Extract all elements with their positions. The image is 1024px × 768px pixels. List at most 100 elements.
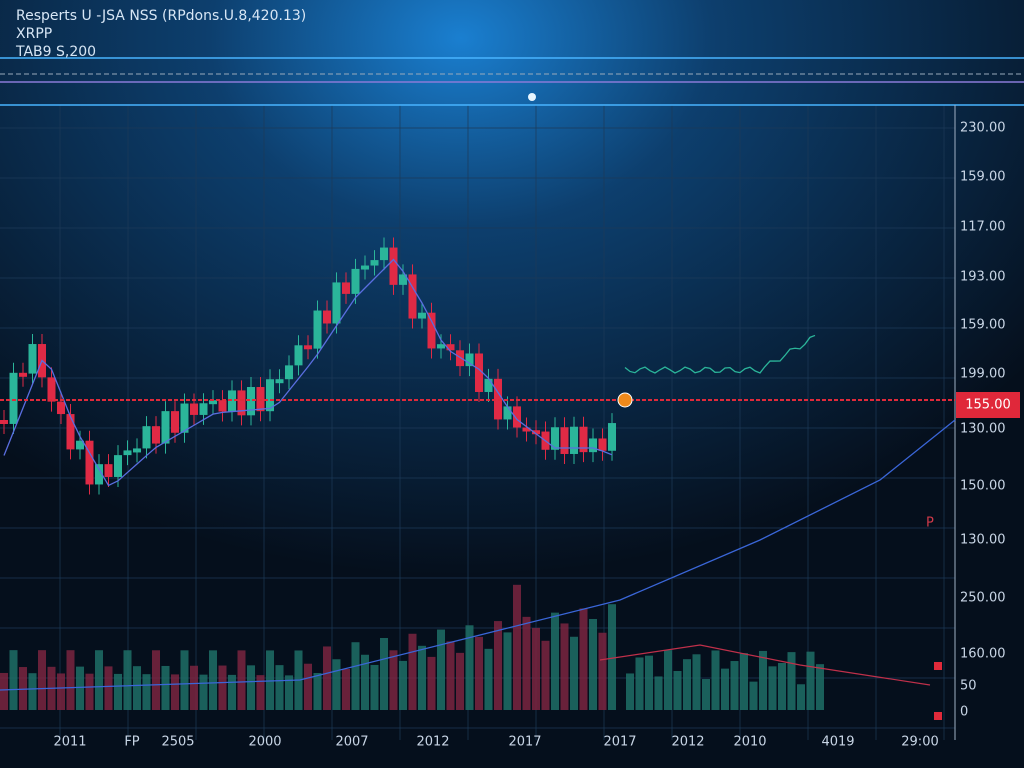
candle: [389, 247, 398, 285]
candle: [598, 438, 607, 451]
header-sub: TAB9 S,200: [15, 44, 96, 60]
x-axis-label: FP: [124, 735, 139, 750]
candle: [313, 310, 322, 349]
volume-bar: [589, 618, 597, 710]
volume-bar: [218, 665, 227, 710]
volume-bar: [285, 675, 293, 710]
candle: [475, 353, 483, 392]
volume-bar: [598, 632, 607, 710]
volume-bar: [95, 650, 103, 710]
candle: [342, 282, 350, 294]
volume-bar: [418, 645, 426, 710]
volume-bar: [673, 671, 682, 710]
volume-bar: [133, 666, 141, 710]
volume-bar: [275, 665, 284, 710]
volume-bar: [114, 673, 122, 710]
volume-bar: [740, 653, 748, 710]
y-axis-label: 250.00: [960, 591, 1006, 606]
volume-bar: [152, 650, 160, 710]
volume-bar: [247, 665, 255, 710]
volume-bar: [0, 672, 8, 710]
candle: [437, 344, 445, 349]
candle: [57, 401, 65, 415]
candle: [408, 274, 417, 319]
y-axis-label: 159.00: [960, 170, 1006, 185]
volume-bar: [389, 650, 398, 710]
y-axis-label: 150.00: [960, 479, 1006, 494]
candle: [152, 426, 160, 444]
volume-bar: [816, 664, 824, 710]
x-axis-label: 4019: [821, 735, 854, 750]
candle: [484, 378, 493, 392]
candle: [28, 344, 37, 374]
volume-bar: [313, 673, 322, 710]
volume-bar: [645, 655, 653, 710]
moving-average: [3, 258, 613, 487]
volume-bar: [19, 667, 27, 710]
volume-bar: [370, 664, 379, 710]
volume-bar: [199, 674, 208, 710]
volume-bar: [494, 621, 502, 710]
candle: [465, 353, 474, 367]
y-axis-label: 50: [960, 679, 977, 694]
volume-bar: [541, 640, 550, 710]
header-symbol: XRPP: [16, 26, 52, 42]
volume-bar: [180, 650, 189, 710]
price-dot: [617, 392, 633, 408]
candle: [427, 312, 436, 349]
candle: [47, 377, 56, 402]
volume-bar: [608, 604, 616, 710]
volume-bar: [123, 650, 132, 710]
volume-bar: [749, 681, 758, 710]
volume-bar: [237, 650, 246, 710]
volume-bar: [702, 679, 710, 710]
x-axis-label: 2505: [161, 735, 194, 750]
volume-bar: [560, 623, 569, 710]
candle: [199, 403, 208, 415]
candle: [560, 427, 569, 454]
volume-bar: [711, 650, 720, 710]
y-axis-label: 193.00: [960, 270, 1006, 285]
candle: [218, 400, 227, 412]
candle: [123, 450, 132, 456]
volume-bar: [787, 652, 796, 710]
grid: [0, 105, 955, 740]
x-axis-label: 2011: [53, 735, 86, 750]
x-axis-label: 2012: [416, 735, 449, 750]
candle: [161, 411, 170, 444]
volume-bar: [104, 666, 113, 710]
candle: [190, 403, 198, 415]
candle: [95, 464, 103, 485]
volume-bar: [57, 673, 65, 710]
candle: [180, 403, 189, 433]
volume-bar: [408, 633, 417, 710]
volume-bar: [161, 665, 170, 710]
candle: [19, 372, 27, 377]
candle: [294, 345, 303, 366]
candle: [247, 387, 255, 416]
volume-bar: [66, 650, 75, 710]
volume-bar: [266, 650, 274, 710]
y-axis-label: 117.00: [960, 220, 1006, 235]
volume-bar: [797, 684, 805, 710]
flare: [528, 93, 536, 101]
x-axis-label: 2007: [335, 735, 368, 750]
x-axis-label: 29:00: [901, 735, 938, 750]
candle: [418, 312, 426, 319]
x-axis-label: 2017: [508, 735, 541, 750]
candle: [66, 414, 75, 450]
y-axis-label: 159.00: [960, 318, 1006, 333]
volume-bar: [28, 673, 37, 710]
volume: [0, 584, 824, 710]
candle: [323, 310, 331, 324]
volume-bar: [437, 629, 445, 710]
volume-bar: [209, 650, 217, 710]
volume-bar: [304, 663, 312, 710]
volume-bar: [683, 659, 691, 710]
volume-bar: [465, 625, 474, 710]
trend-line: [599, 644, 931, 686]
candle: [285, 365, 293, 380]
volume-bar: [256, 675, 265, 710]
candle: [456, 350, 464, 367]
candle: [85, 440, 94, 485]
